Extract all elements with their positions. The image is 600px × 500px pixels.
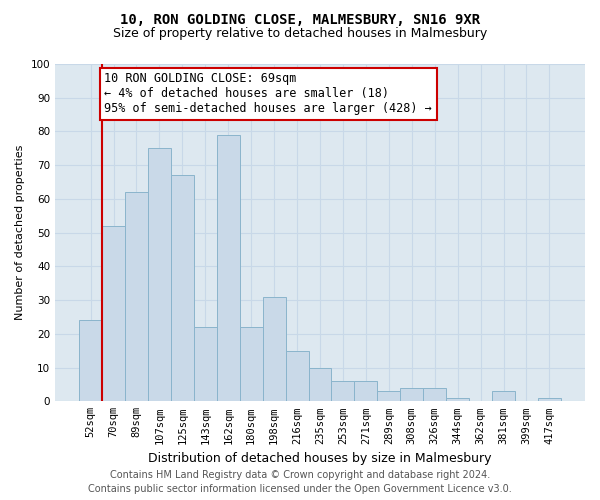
Bar	[377, 391, 400, 402]
Bar	[400, 388, 423, 402]
Bar	[263, 296, 286, 402]
Bar	[148, 148, 171, 402]
Bar	[331, 381, 355, 402]
Bar	[423, 388, 446, 402]
Bar	[308, 368, 331, 402]
Bar	[538, 398, 561, 402]
Bar	[125, 192, 148, 402]
Bar	[240, 327, 263, 402]
Bar	[102, 226, 125, 402]
Bar	[355, 381, 377, 402]
Text: Contains HM Land Registry data © Crown copyright and database right 2024.
Contai: Contains HM Land Registry data © Crown c…	[88, 470, 512, 494]
Bar	[217, 135, 240, 402]
Text: Size of property relative to detached houses in Malmesbury: Size of property relative to detached ho…	[113, 28, 487, 40]
Y-axis label: Number of detached properties: Number of detached properties	[15, 145, 25, 320]
X-axis label: Distribution of detached houses by size in Malmesbury: Distribution of detached houses by size …	[148, 452, 492, 465]
Bar	[79, 320, 102, 402]
Bar	[171, 176, 194, 402]
Bar	[286, 350, 308, 402]
Text: 10, RON GOLDING CLOSE, MALMESBURY, SN16 9XR: 10, RON GOLDING CLOSE, MALMESBURY, SN16 …	[120, 12, 480, 26]
Bar	[492, 391, 515, 402]
Bar	[194, 327, 217, 402]
Bar	[446, 398, 469, 402]
Text: 10 RON GOLDING CLOSE: 69sqm
← 4% of detached houses are smaller (18)
95% of semi: 10 RON GOLDING CLOSE: 69sqm ← 4% of deta…	[104, 72, 432, 116]
